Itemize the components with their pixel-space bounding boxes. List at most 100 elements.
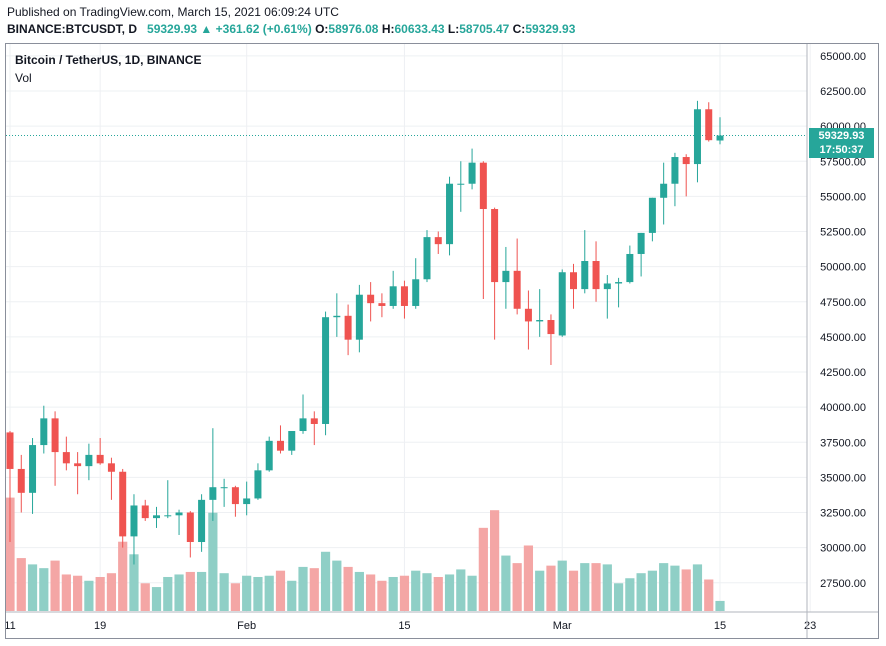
volume-bar: [670, 565, 680, 611]
candle-body: [130, 505, 138, 537]
y-tick-label: 55000.00: [820, 191, 866, 203]
candle-body: [558, 272, 566, 336]
candle-body: [389, 286, 397, 306]
volume-bar: [444, 574, 455, 611]
volume-bar: [27, 564, 38, 611]
candle-body: [468, 162, 476, 184]
volume-bar: [535, 570, 545, 611]
volume-bar: [163, 576, 173, 611]
candle-body: [164, 515, 172, 517]
volume-bar: [681, 569, 691, 611]
volume-bar: [388, 576, 398, 611]
candle-body: [524, 308, 532, 322]
volume-bar: [366, 574, 376, 611]
volume-bar: [287, 580, 297, 611]
volume-bar: [512, 563, 522, 611]
volume-bar: [636, 573, 646, 611]
volume-bar: [343, 566, 353, 611]
candle-body: [671, 157, 679, 184]
candle-body: [693, 109, 701, 165]
volume-bar: [151, 587, 162, 611]
candle-body: [310, 418, 318, 424]
candle-body: [333, 315, 341, 318]
candle-body: [198, 499, 206, 543]
volume-bar: [118, 541, 128, 611]
x-tick-label: 19: [94, 620, 106, 632]
x-tick-label: Feb: [237, 620, 256, 632]
volume-bar: [602, 564, 612, 611]
volume-bar: [332, 560, 342, 611]
close-label: C:: [512, 22, 526, 36]
volume-bar: [501, 555, 511, 611]
volume-bar: [309, 568, 319, 611]
x-tick-label: 15: [714, 620, 726, 632]
volume-bar: [704, 579, 714, 611]
volume-bar: [580, 563, 590, 611]
volume-bar: [84, 580, 94, 611]
volume-bar: [95, 576, 105, 611]
volume-bar: [354, 571, 364, 611]
volume-bar: [39, 568, 49, 611]
volume-bar: [140, 583, 150, 611]
ohlc-bar: BINANCE:BTCUSDT, D 59329.93 ▲ +361.62 (+…: [7, 22, 575, 36]
candle-body: [243, 498, 251, 505]
candle-body: [6, 432, 14, 469]
volume-bar: [5, 497, 15, 611]
high-label: H:: [381, 22, 395, 36]
candle-body: [186, 512, 194, 543]
candle-body: [367, 294, 375, 304]
low-label: L:: [447, 22, 460, 36]
candle-body: [29, 445, 37, 493]
candle-body: [175, 512, 183, 516]
volume-bar: [61, 574, 71, 611]
candle-body: [107, 463, 115, 472]
y-tick-label: 40000.00: [820, 402, 866, 414]
symbol-label: BINANCE:BTCUSDT, D: [7, 22, 137, 36]
candle-body: [209, 487, 217, 500]
candle-body: [74, 463, 82, 467]
volume-bar: [490, 510, 500, 611]
candle-body: [491, 209, 499, 283]
candle-body: [536, 320, 544, 322]
published-caption: Published on TradingView.com, March 15, …: [7, 5, 339, 19]
candle-body: [502, 270, 510, 283]
candle-body: [344, 315, 352, 340]
candle-body: [17, 468, 25, 493]
candle-body: [547, 320, 555, 335]
up-arrow-icon: ▲: [200, 22, 213, 36]
volume-bar: [242, 575, 252, 611]
volume-bar: [377, 580, 387, 611]
candle-body: [603, 283, 611, 290]
y-tick-label: 42500.00: [820, 367, 866, 379]
volume-bar: [320, 551, 331, 611]
candle-body: [626, 253, 634, 283]
volume-bar: [219, 573, 229, 611]
current-price-value: 59329.93: [818, 130, 865, 142]
volume-bar: [399, 575, 410, 611]
low-value: 58705.47: [459, 22, 510, 36]
y-tick-label: 35000.00: [820, 472, 866, 484]
y-tick-label: 30000.00: [820, 543, 866, 555]
candle-body: [96, 454, 104, 464]
volume-bar: [478, 527, 488, 611]
open-value: 58976.08: [328, 22, 379, 36]
candle-body: [378, 303, 386, 306]
candle-body: [276, 440, 284, 451]
current-price-tag: 59329.93 17:50:37: [809, 128, 874, 158]
y-tick-label: 37500.00: [820, 437, 866, 449]
candle-body: [423, 237, 431, 280]
legend-volume: Vol: [15, 71, 32, 85]
high-value: 60633.43: [394, 22, 445, 36]
candle-body: [705, 109, 713, 141]
candle-body: [288, 431, 296, 451]
volume-bar: [715, 600, 725, 611]
candle-body: [592, 261, 600, 290]
y-tick-label: 50000.00: [820, 262, 866, 274]
volume-bar: [591, 563, 601, 611]
candle-body: [322, 317, 330, 424]
volume-bar: [174, 574, 184, 611]
y-tick-label: 65000.00: [820, 51, 866, 63]
candle-body: [254, 470, 262, 499]
volume-bar: [647, 570, 657, 611]
